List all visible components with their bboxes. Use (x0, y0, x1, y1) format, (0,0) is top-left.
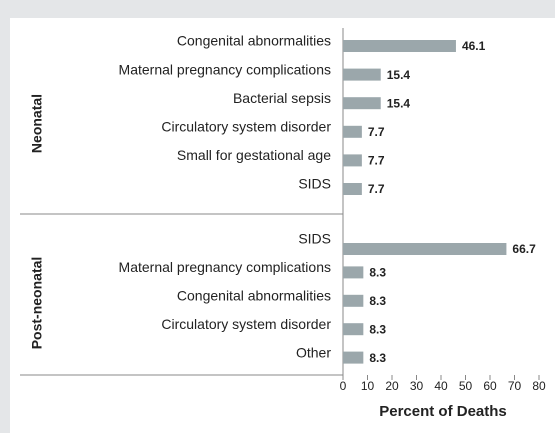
category-label: Circulatory system disorder (161, 119, 331, 135)
value-label: 7.7 (368, 154, 385, 168)
bar (343, 294, 364, 307)
category-label: Maternal pregnancy complications (119, 259, 331, 275)
value-label: 8.3 (369, 266, 386, 280)
value-label: 8.3 (369, 351, 386, 365)
bar (343, 351, 364, 364)
x-tick-label: 30 (410, 379, 424, 393)
category-label: SIDS (298, 231, 331, 247)
bar (343, 243, 507, 255)
bar (343, 266, 364, 279)
value-label: 7.7 (368, 182, 385, 196)
category-label: Other (296, 344, 331, 360)
bar (343, 68, 381, 81)
bar (343, 154, 362, 167)
value-label: 7.7 (368, 125, 385, 139)
x-tick-label: 80 (532, 379, 546, 393)
category-label: Small for gestational age (177, 147, 331, 163)
bar (343, 125, 362, 138)
category-label: Congenital abnormalities (177, 288, 331, 304)
bar (343, 183, 362, 195)
value-label: 15.4 (387, 68, 411, 82)
x-tick-label: 40 (434, 379, 448, 393)
x-tick-label: 50 (459, 379, 473, 393)
x-tick-label: 20 (385, 379, 399, 393)
x-tick-label: 10 (361, 379, 375, 393)
x-tick-label: 0 (340, 379, 347, 393)
group-label: Neonatal (29, 94, 45, 153)
category-label: Bacterial sepsis (233, 90, 331, 106)
x-axis-label: Percent of Deaths (379, 403, 507, 420)
x-tick-label: 70 (508, 379, 522, 393)
group-label: Post-neonatal (29, 257, 45, 350)
bar (343, 323, 364, 336)
category-label: Maternal pregnancy complications (119, 61, 331, 77)
value-label: 8.3 (369, 322, 386, 336)
value-label: 8.3 (369, 294, 386, 308)
panel (10, 18, 555, 433)
value-label: 46.1 (462, 39, 486, 53)
category-label: Congenital abnormalities (177, 33, 331, 49)
category-label: Circulatory system disorder (161, 316, 331, 332)
x-tick-label: 60 (483, 379, 497, 393)
category-label: SIDS (298, 176, 331, 192)
value-label: 66.7 (512, 242, 536, 256)
bar (343, 40, 456, 52)
bar (343, 97, 381, 110)
value-label: 15.4 (387, 96, 411, 110)
